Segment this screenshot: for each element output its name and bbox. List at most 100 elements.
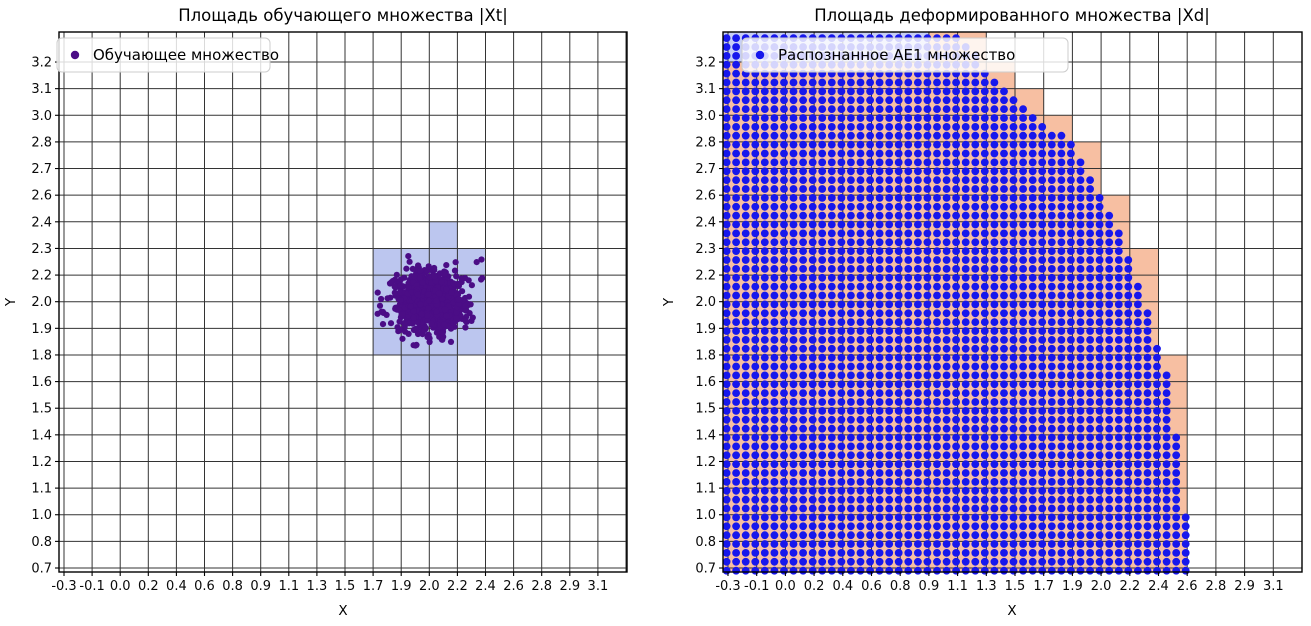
lattice-dot — [952, 424, 960, 433]
lattice-dot — [1047, 398, 1056, 406]
lattice-dot — [780, 566, 788, 575]
lattice-dot — [770, 336, 779, 344]
lattice-dot — [1086, 495, 1094, 504]
lattice-dot — [732, 486, 740, 495]
lattice-dot — [952, 478, 960, 486]
lattice-dot — [1086, 389, 1094, 397]
lattice-dot — [1019, 229, 1027, 238]
lattice-dot — [770, 256, 779, 264]
lattice-dot — [980, 353, 989, 362]
lattice-dot — [961, 194, 970, 202]
lattice-dot — [808, 495, 817, 504]
lattice-dot — [971, 149, 980, 158]
lattice-dot — [818, 478, 827, 486]
lattice-dot — [856, 478, 865, 486]
lattice-dot — [732, 371, 740, 380]
lattice-dot — [990, 202, 999, 211]
scatter-point — [468, 282, 475, 289]
lattice-dot — [818, 451, 827, 460]
lattice-dot — [894, 531, 903, 540]
lattice-dot — [875, 389, 884, 397]
lattice-dot — [923, 220, 932, 229]
lattice-dot — [1172, 495, 1181, 504]
lattice-dot — [875, 540, 884, 548]
lattice-dot — [1047, 336, 1056, 344]
y-tick-label: 0.7 — [695, 562, 716, 577]
lattice-dot — [1067, 371, 1075, 380]
lattice-dot — [1019, 158, 1027, 167]
lattice-dot — [980, 522, 989, 531]
lattice-dot — [760, 566, 769, 575]
lattice-dot — [770, 273, 779, 282]
lattice-dot — [1134, 549, 1142, 557]
lattice-dot — [961, 380, 970, 389]
lattice-dot — [980, 540, 989, 548]
lattice-dot — [856, 344, 865, 353]
lattice-dot — [1076, 478, 1085, 486]
lattice-dot — [799, 522, 807, 531]
lattice-dot — [1009, 380, 1018, 389]
lattice-dot — [1172, 451, 1181, 460]
lattice-dot — [1095, 371, 1104, 380]
lattice-dot — [885, 371, 894, 380]
lattice-dot — [741, 460, 750, 469]
lattice-dot — [961, 149, 970, 158]
lattice-dot — [875, 336, 884, 344]
lattice-dot — [770, 424, 779, 433]
lattice-dot — [961, 318, 970, 326]
lattice-dot — [942, 185, 951, 193]
lattice-dot — [1057, 415, 1066, 424]
scatter-point — [387, 320, 395, 327]
lattice-dot — [914, 371, 922, 380]
lattice-dot — [1057, 460, 1066, 469]
lattice-dot — [1000, 256, 1008, 264]
lattice-dot — [1000, 478, 1008, 486]
lattice-dot — [1038, 557, 1047, 566]
lattice-dot — [780, 407, 788, 415]
lattice-dot — [732, 265, 740, 273]
lattice-dot — [1076, 549, 1085, 557]
lattice-dot — [875, 256, 884, 264]
lattice-dot — [847, 158, 855, 167]
lattice-dot — [827, 96, 836, 105]
lattice-dot — [1019, 451, 1027, 460]
lattice-dot — [952, 486, 960, 495]
lattice-dot — [894, 566, 903, 575]
lattice-dot — [942, 176, 951, 185]
lattice-dot — [732, 513, 740, 522]
lattice-dot — [942, 495, 951, 504]
lattice-dot — [990, 504, 999, 513]
lattice-dot — [827, 140, 836, 149]
lattice-dot — [1000, 194, 1008, 202]
lattice-dot — [847, 504, 855, 513]
lattice-dot — [1134, 415, 1142, 424]
lattice-dot — [1124, 513, 1133, 522]
lattice-dot — [1143, 478, 1152, 486]
lattice-dot — [1095, 460, 1104, 469]
lattice-dot — [1076, 344, 1085, 353]
lattice-dot — [971, 265, 980, 273]
scatter-point — [462, 324, 469, 331]
lattice-dot — [1028, 415, 1037, 424]
lattice-dot — [1143, 371, 1152, 380]
lattice-dot — [847, 256, 855, 264]
lattice-dot — [1000, 504, 1008, 513]
lattice-dot — [904, 433, 913, 442]
lattice-dot — [1114, 424, 1123, 433]
lattice-dot — [961, 238, 970, 247]
lattice-dot — [980, 504, 989, 513]
lattice-dot — [789, 469, 798, 477]
lattice-dot — [1086, 557, 1094, 566]
lattice-dot — [904, 282, 913, 291]
lattice-dot — [732, 131, 740, 140]
lattice-dot — [1076, 540, 1085, 548]
lattice-dot — [751, 96, 760, 105]
lattice-dot — [1143, 460, 1152, 469]
lattice-dot — [856, 185, 865, 193]
lattice-dot — [875, 495, 884, 504]
lattice-dot — [856, 140, 865, 149]
lattice-dot — [732, 34, 740, 42]
lattice-dot — [856, 504, 865, 513]
lattice-dot — [1076, 362, 1085, 371]
lattice-dot — [799, 282, 807, 291]
